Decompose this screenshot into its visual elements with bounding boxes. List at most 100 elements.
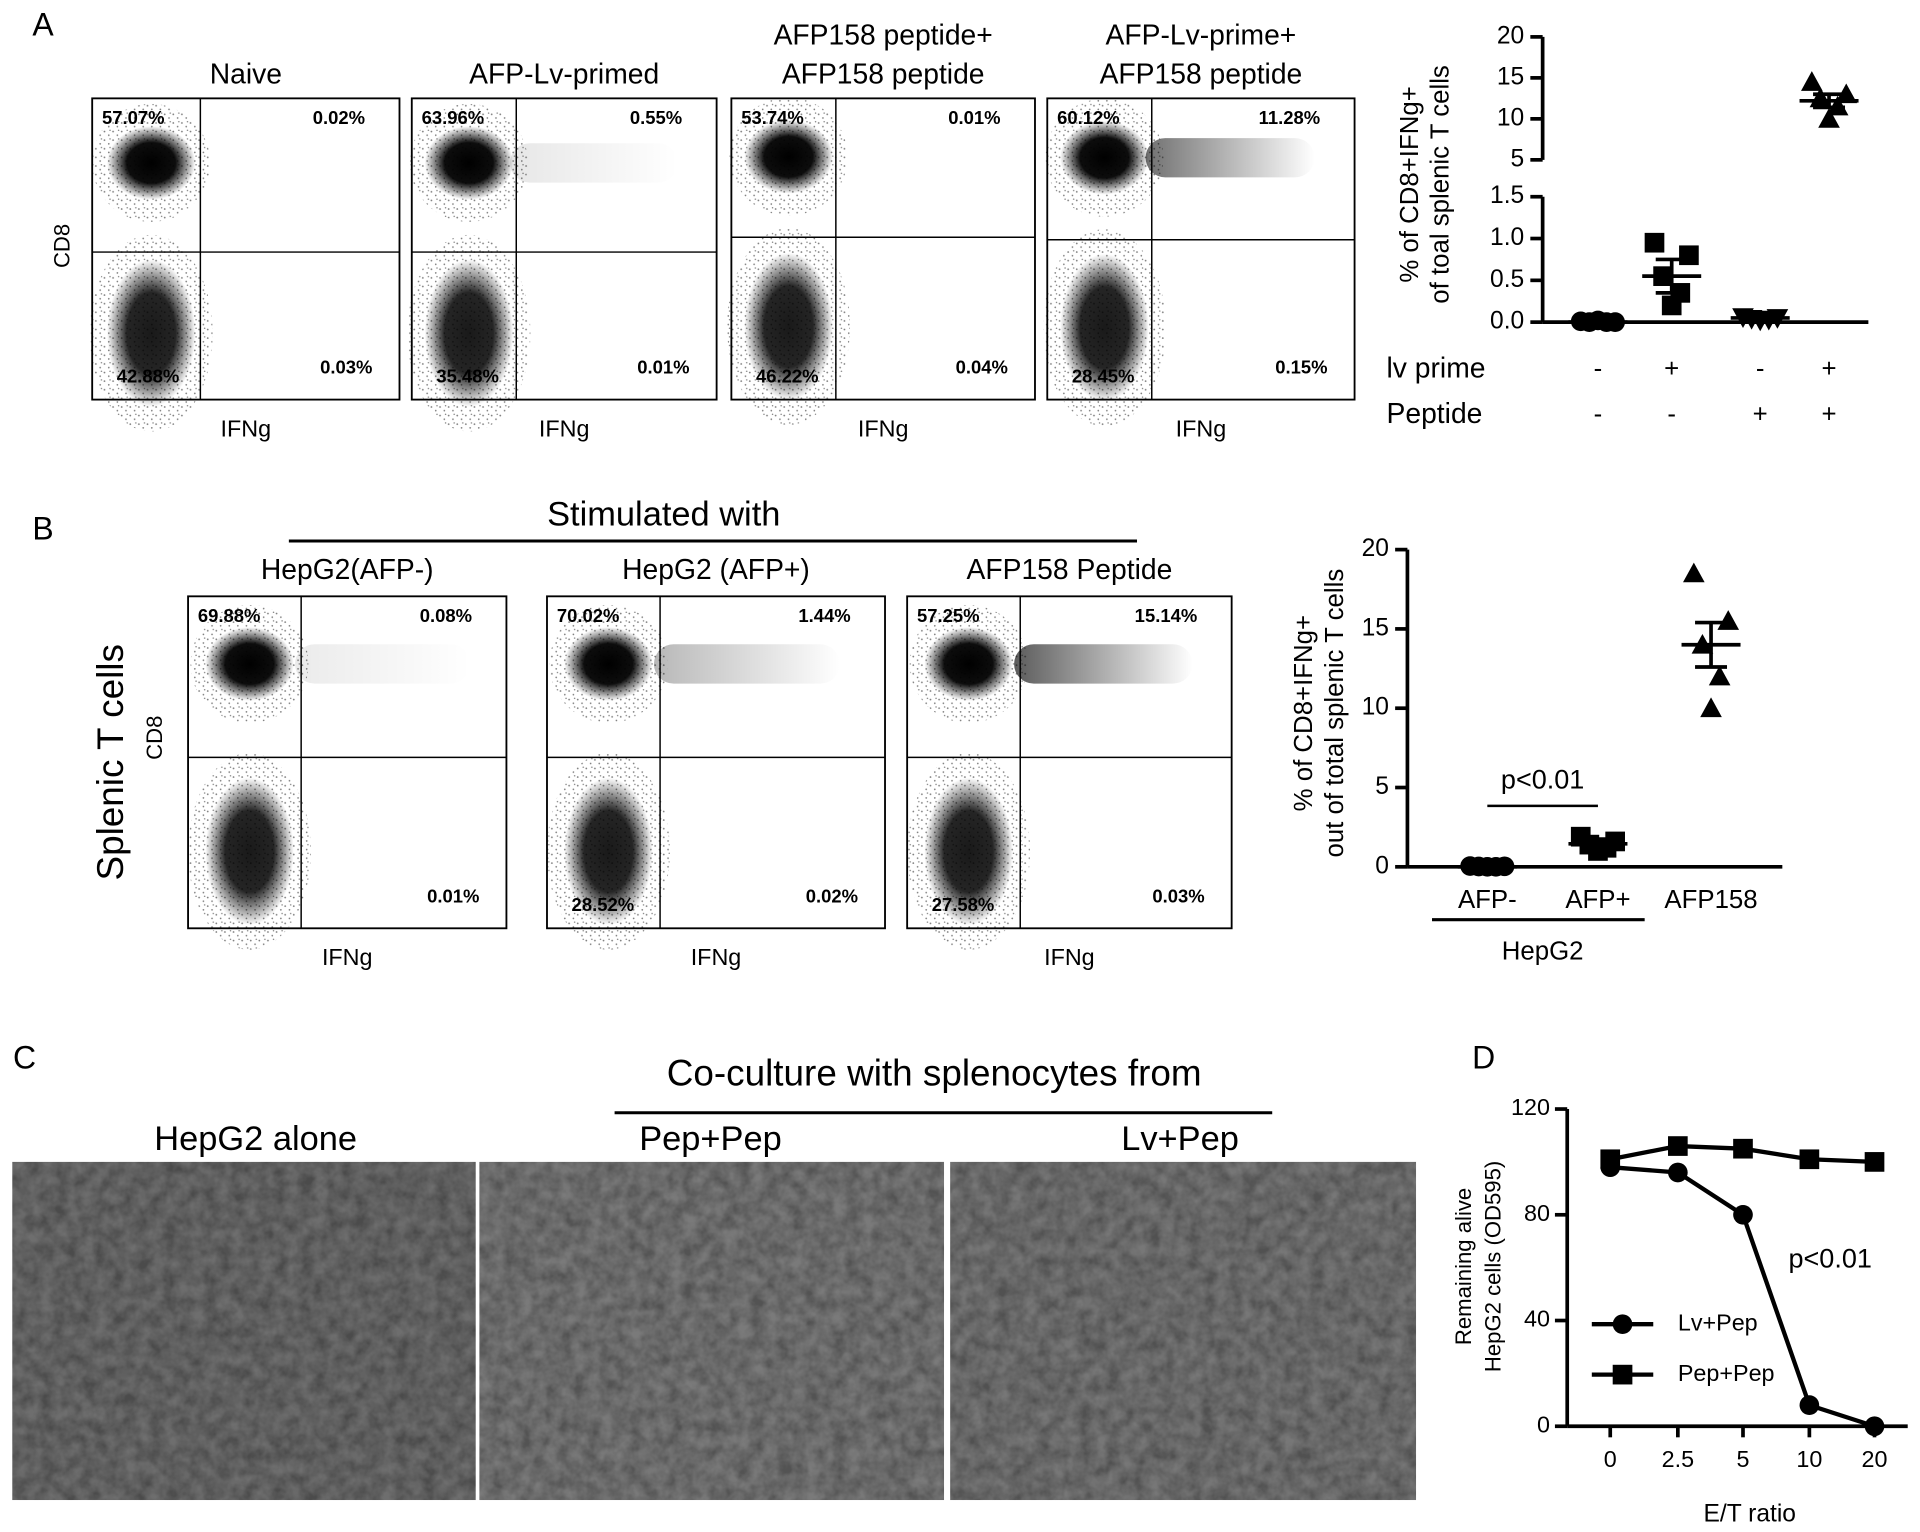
quadrant-percent: 57.07% [102, 107, 165, 128]
data-point [1801, 71, 1823, 91]
quadrant-percent: 0.02% [313, 107, 365, 128]
y-tick-label: 5 [1375, 773, 1389, 800]
data-point [1661, 295, 1682, 316]
y-tick-label: 1.5 [1490, 182, 1524, 209]
plot-title: AFP158 peptide [1100, 58, 1303, 90]
cell-cluster [1060, 253, 1149, 402]
cell-cluster [564, 627, 653, 701]
x-axis-label: IFNg [221, 416, 272, 442]
data-point [1799, 1149, 1820, 1170]
data-point [1799, 1395, 1820, 1415]
data-point [1588, 841, 1608, 861]
data-point [1864, 1416, 1885, 1437]
quadrant-percent: 69.88% [198, 605, 261, 626]
cell-smear [653, 644, 840, 684]
data-point [1600, 1149, 1621, 1170]
x-tick-label: 10 [1796, 1446, 1822, 1472]
quadrant-percent: 35.48% [436, 365, 499, 386]
plot-title: AFP158 peptide [782, 58, 985, 90]
quadrant-percent: 0.02% [806, 885, 858, 906]
x-tick-label: 0 [1604, 1446, 1617, 1472]
cell-cluster [205, 627, 294, 701]
row-label: Peptide [1387, 397, 1483, 429]
quadrant-percent: 57.25% [917, 605, 980, 626]
y-tick-label: 0 [1537, 1411, 1550, 1437]
y-tick-label: 15 [1362, 614, 1389, 641]
x-axis-label: IFNg [539, 416, 590, 442]
x-tick-label: AFP- [1458, 886, 1517, 914]
data-point [1612, 1364, 1633, 1385]
quadrant-percent: 0.15% [1275, 357, 1327, 378]
annotation: p<0.01 [1501, 764, 1584, 794]
cell-cluster [744, 119, 833, 194]
quadrant-percent: 0.55% [630, 107, 682, 128]
quadrant-percent: 0.01% [637, 357, 689, 378]
quadrant-percent: 0.04% [956, 357, 1008, 378]
image-title: HepG2 alone [154, 1120, 357, 1158]
y-tick-label: 1.0 [1490, 224, 1524, 251]
panel-label: D [1472, 1039, 1495, 1075]
x-axis-label: IFNg [1176, 416, 1227, 442]
bracket-label: HepG2 [1502, 938, 1584, 966]
row-sign: - [1667, 400, 1676, 428]
cell-smear [510, 143, 678, 183]
quadrant-percent: 0.01% [948, 107, 1000, 128]
data-point [1818, 108, 1840, 128]
plot-title: AFP-Lv-prime+ [1106, 18, 1297, 50]
y-axis-label: CD8 [142, 716, 167, 760]
y-tick-label: 10 [1362, 694, 1389, 721]
x-axis-label: IFNg [858, 416, 909, 442]
row-sign: + [1822, 400, 1837, 428]
x-tick-label: AFP158 [1664, 886, 1757, 914]
y-tick-label: 5 [1511, 145, 1525, 172]
y-tick-label: 20 [1362, 535, 1389, 562]
cell-cluster [744, 252, 833, 401]
y-axis-label: % of CD8+IFNg+ [1290, 615, 1318, 811]
data-point [1644, 232, 1665, 253]
y-axis-label: HepG2 cells (OD595) [1481, 1161, 1506, 1372]
data-point [1668, 1136, 1688, 1156]
quadrant-percent: 11.28% [1259, 107, 1321, 128]
x-tick-label: 20 [1862, 1446, 1888, 1472]
y-tick-label: 15 [1497, 63, 1524, 90]
data-point [1733, 1138, 1753, 1159]
row-sign: - [1594, 400, 1603, 428]
quadrant-percent: 46.22% [756, 365, 819, 386]
cell-cluster [1060, 120, 1149, 195]
cell-cluster [424, 126, 514, 200]
plot-title: Naive [210, 58, 282, 90]
y-axis-label: Remaining alive [1451, 1188, 1476, 1345]
group-header: Stimulated with [547, 495, 780, 533]
cell-cluster [564, 777, 653, 926]
y-tick-label: 20 [1497, 22, 1524, 49]
data-point [1679, 245, 1699, 266]
row-sign: - [1594, 355, 1603, 383]
quadrant-percent: 1.44% [798, 605, 850, 626]
y-tick-label: 0.0 [1490, 308, 1524, 335]
y-axis-label: CD8 [50, 224, 75, 268]
x-axis-label: IFNg [691, 944, 742, 970]
panel-label: A [32, 6, 54, 42]
y-tick-label: 80 [1524, 1200, 1550, 1226]
row-sign: + [1664, 355, 1679, 383]
row-sign: + [1822, 355, 1837, 383]
row-sign: - [1756, 355, 1765, 383]
legend-label: Lv+Pep [1678, 1309, 1758, 1335]
y-tick-label: 40 [1524, 1306, 1550, 1332]
quadrant-percent: 27.58% [932, 894, 995, 915]
y-axis-label: of toal splenic T cells [1427, 65, 1455, 304]
group-header: Co-culture with splenocytes from [667, 1053, 1202, 1094]
quadrant-percent: 0.01% [427, 885, 479, 906]
x-axis-label: IFNg [322, 944, 373, 970]
y-tick-label: 120 [1511, 1094, 1550, 1120]
data-point [1683, 562, 1705, 583]
cell-cluster [924, 627, 1013, 701]
x-tick-label: 5 [1737, 1446, 1750, 1472]
data-point [1717, 610, 1740, 630]
data-point [1864, 1152, 1885, 1172]
x-tick-label: AFP+ [1565, 886, 1630, 914]
row-sign: + [1753, 400, 1768, 428]
legend-label: Pep+Pep [1678, 1360, 1775, 1386]
image-title: Lv+Pep [1121, 1120, 1239, 1158]
cell-cluster [106, 259, 196, 407]
